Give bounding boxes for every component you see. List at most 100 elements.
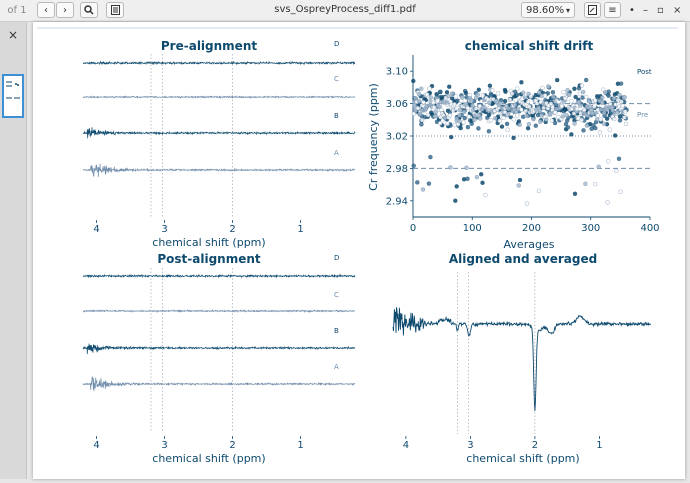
drift-point-pre [569, 98, 574, 104]
drift-point-post [517, 177, 523, 183]
thumbnail-sidebar: × [0, 22, 27, 479]
drift-point-post [419, 122, 424, 127]
drift-ytick-3.02: 3.02 [386, 132, 408, 143]
drift-point-pre [488, 117, 493, 123]
drift-post-label: Post [637, 68, 652, 76]
window-close-button[interactable]: × [673, 5, 682, 16]
drift-point-post [572, 86, 577, 92]
drift-point-pre [622, 95, 627, 100]
drift-ylabel: Cr frequency (ppm) [367, 83, 380, 191]
drift-point-pre [622, 115, 627, 120]
drift-point-post [533, 123, 538, 128]
pre-trace-a [82, 163, 356, 177]
next-page-button[interactable]: › [56, 2, 74, 18]
drift-point-pre [600, 95, 605, 100]
drift-point-post [453, 198, 458, 203]
avg-tick-4: 4 [403, 440, 409, 451]
drift-point-post [504, 121, 510, 127]
drift-point-pre [592, 181, 598, 187]
drift-point-post [616, 156, 622, 162]
drift-point-pre [614, 168, 619, 174]
drift-point-pre [478, 116, 483, 121]
drift-point-post [428, 154, 433, 160]
drift-point-pre [507, 97, 513, 102]
post-tick-4: 4 [93, 440, 99, 451]
sidebar-toggle-button[interactable] [106, 2, 124, 18]
drift-point-pre [605, 200, 610, 205]
drift-point-pre [454, 106, 459, 111]
search-icon [84, 5, 94, 15]
drift-point-pre [446, 93, 451, 99]
averaged-spectrum [392, 307, 652, 412]
window-menu-dot[interactable]: • [629, 5, 635, 16]
drift-point-pre [538, 119, 543, 124]
drift-point-pre [574, 106, 580, 112]
post-label-d: D [334, 254, 339, 262]
drift-point-pre [584, 94, 589, 100]
drift-point-pre [497, 118, 502, 124]
drift-point-pre [417, 99, 422, 104]
drift-point-pre [550, 104, 555, 110]
drift-point-post [573, 94, 578, 100]
drift-point-pre [428, 95, 433, 100]
drift-point-pre [415, 105, 421, 111]
page-thumbnail[interactable] [2, 74, 24, 118]
sidebar-close-button[interactable]: × [8, 28, 19, 42]
search-button[interactable] [80, 2, 98, 18]
drift-point-pre [438, 120, 443, 126]
drift-point-pre [509, 91, 515, 96]
drift-point-pre [615, 110, 620, 115]
drift-point-pre [612, 116, 617, 122]
zoom-select[interactable]: 98.60% ▾ [521, 2, 575, 18]
drift-point-post [618, 81, 624, 86]
pre-tick-3: 3 [161, 224, 167, 235]
drift-point-pre [540, 85, 545, 91]
drift-point-pre [567, 92, 572, 98]
drift-point-pre [551, 94, 556, 99]
drift-point-pre [435, 98, 440, 103]
drift-point-pre [565, 87, 570, 93]
drift-point-pre [523, 108, 528, 114]
drift-point-pre [594, 116, 600, 122]
drift-ytick-3.10: 3.10 [386, 67, 408, 78]
maximize-button[interactable]: ▫ [657, 5, 664, 16]
drift-point-pre [464, 165, 469, 171]
drift-point-pre [559, 104, 565, 109]
drift-point-pre [515, 113, 520, 118]
drift-xtick-400: 400 [640, 223, 659, 234]
drift-point-pre [600, 100, 605, 106]
drift-point-pre [541, 105, 546, 111]
drift-point-pre [610, 108, 615, 113]
pdf-toolbar: of 1 ‹ › svs_OspreyProcess_diff1.pdf 98.… [0, 0, 690, 22]
drift-point-post [479, 172, 484, 177]
drift-ytick-2.94: 2.94 [386, 196, 408, 207]
chevron-left-icon: ‹ [44, 4, 48, 16]
drift-point-pre [461, 120, 466, 125]
minimize-button[interactable]: – [643, 5, 648, 16]
drift-point-pre [487, 100, 492, 105]
drift-point-pre [548, 111, 553, 116]
drift-point-pre [439, 107, 444, 113]
drift-point-pre [473, 106, 479, 111]
hamburger-icon: ≡ [608, 4, 617, 16]
drift-ytick-3.06: 3.06 [386, 99, 408, 110]
drift-point-pre [513, 97, 518, 103]
annotate-button[interactable] [584, 2, 601, 18]
drift-point-pre [623, 121, 629, 127]
drift-point-post [454, 184, 459, 189]
page-number-field[interactable]: of 1 [7, 4, 27, 16]
avg-tick-2: 2 [532, 440, 538, 451]
drift-point-pre [517, 122, 522, 128]
drift-point-pre [460, 95, 465, 100]
drift-point-pre [433, 109, 439, 115]
menu-button[interactable]: ≡ [604, 2, 621, 18]
drift-point-pre [413, 95, 418, 101]
avg-tick-3: 3 [467, 440, 473, 451]
previous-page-button[interactable]: ‹ [37, 2, 55, 18]
drift-point-pre [466, 114, 472, 119]
pre-label-a: A [334, 149, 339, 157]
drift-point-pre [501, 115, 506, 121]
drift-point-pre [498, 101, 503, 106]
drift-point-post [486, 129, 492, 134]
drift-point-pre [525, 99, 531, 105]
